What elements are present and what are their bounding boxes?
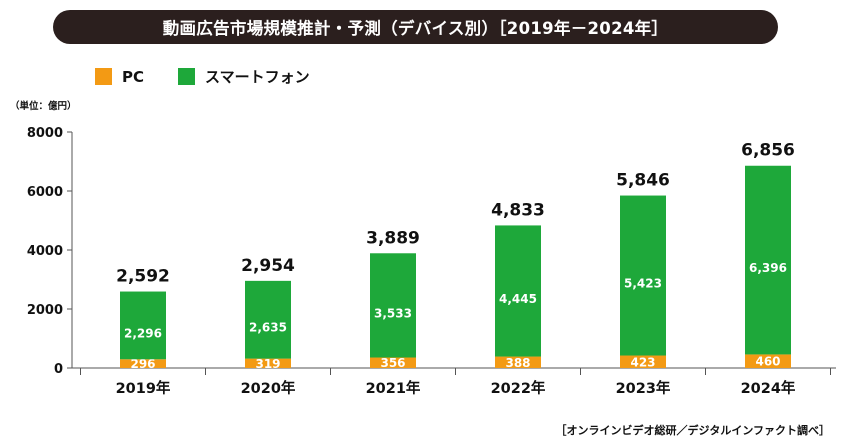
y-tick-label: 2000 (27, 303, 63, 318)
bar-pc (120, 359, 166, 368)
total-label: 4,833 (491, 200, 545, 220)
legend: PC スマートフォン (95, 66, 344, 87)
data-label-smartphone: 2,635 (249, 321, 287, 335)
source-note: ［オンラインビデオ総研／デジタルインファクト調べ］ (555, 424, 830, 437)
bar-pc (370, 357, 416, 368)
bar-smartphone (745, 165, 791, 355)
x-category-label: 2022年 (491, 379, 546, 397)
data-label-pc: 460 (755, 355, 780, 369)
bar-pc (745, 354, 791, 368)
legend-label-smartphone: スマートフォン (205, 68, 310, 86)
data-label-smartphone: 3,533 (374, 306, 412, 320)
unit-label: （単位：億円） (10, 101, 77, 112)
x-category-label: 2019年 (116, 379, 171, 397)
data-label-pc: 423 (630, 355, 655, 369)
x-category-label: 2023年 (616, 379, 671, 397)
y-tick-label: 8000 (27, 126, 63, 141)
bar-smartphone (620, 195, 666, 356)
bar-pc (495, 356, 541, 368)
x-category-label: 2021年 (366, 379, 421, 397)
legend-swatch-pc (95, 68, 112, 85)
bar-pc (245, 358, 291, 368)
data-label-smartphone: 2,296 (124, 326, 162, 340)
bar-pc (620, 355, 666, 368)
x-category-label: 2020年 (241, 379, 296, 397)
bar-smartphone (495, 225, 541, 357)
total-label: 2,592 (116, 267, 170, 287)
y-tick-label: 0 (54, 362, 63, 377)
legend-swatch-smartphone (178, 68, 196, 85)
total-label: 5,846 (616, 171, 670, 191)
total-label: 3,889 (366, 228, 420, 248)
data-label-pc: 388 (505, 356, 530, 370)
data-label-smartphone: 6,396 (749, 261, 787, 275)
legend-label-pc: PC (122, 67, 145, 86)
bar-smartphone (120, 291, 166, 360)
bar-smartphone (370, 253, 416, 358)
chart-title: 動画広告市場規模推計・予測（デバイス別）［2019年－2024年］ (53, 10, 778, 44)
total-label: 6,856 (741, 141, 795, 161)
data-label-pc: 296 (130, 357, 155, 371)
data-label-pc: 356 (380, 356, 405, 370)
legend-item-smartphone: スマートフォン (178, 66, 310, 87)
total-label: 2,954 (241, 256, 295, 276)
data-label-smartphone: 5,423 (624, 277, 662, 291)
y-tick-label: 4000 (27, 244, 63, 259)
legend-item-pc: PC (95, 68, 144, 86)
bar-smartphone (245, 280, 291, 359)
x-category-label: 2024年 (741, 379, 796, 397)
data-label-pc: 319 (255, 357, 280, 371)
data-label-smartphone: 4,445 (499, 292, 537, 306)
y-tick-label: 6000 (27, 185, 63, 200)
